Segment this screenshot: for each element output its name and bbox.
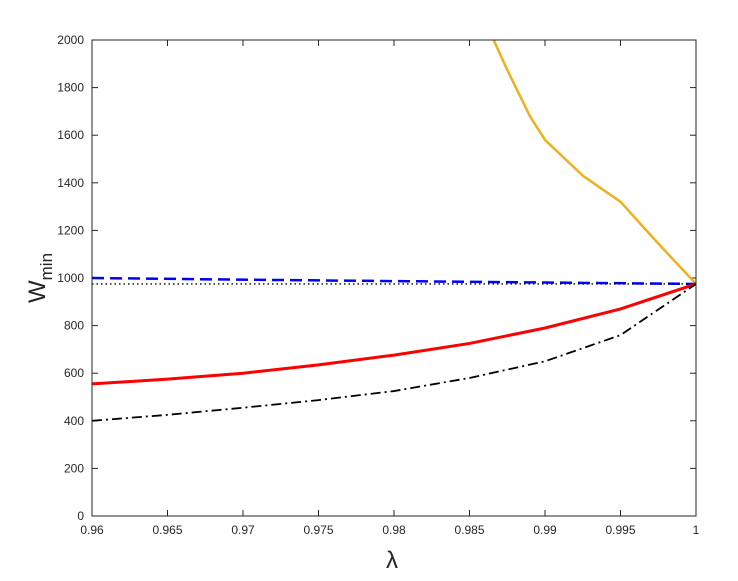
- y-tick-label: 1000: [57, 271, 84, 285]
- axes-box: [91, 39, 697, 517]
- y-axis-label-main: W: [24, 280, 51, 303]
- y-axis-label: Wmin: [24, 253, 56, 303]
- y-tick-label: 0: [77, 509, 84, 523]
- x-tick-label: 0.965: [152, 523, 182, 537]
- series-line: [91, 282, 697, 386]
- y-tick-label: 2000: [57, 33, 84, 47]
- series-line: [91, 276, 697, 286]
- x-tick-label: 1: [693, 523, 700, 537]
- y-tick-label: 800: [64, 319, 84, 333]
- y-axis-label-subscript: min: [37, 253, 56, 280]
- x-tick-label: 0.99: [533, 523, 557, 537]
- x-tick-label: 0.975: [303, 523, 333, 537]
- x-tick-label: 0.995: [605, 523, 635, 537]
- y-tick-label: 400: [64, 414, 84, 428]
- y-tick-label: 1600: [57, 128, 84, 142]
- series-line: [91, 283, 697, 422]
- y-tick-label: 1400: [57, 176, 84, 190]
- x-tick-label: 0.96: [80, 523, 104, 537]
- y-tick-label: 600: [64, 366, 84, 380]
- series-line: [492, 39, 697, 285]
- x-tick-label: 0.985: [454, 523, 484, 537]
- y-tick-label: 1200: [57, 223, 84, 237]
- y-tick-label: 200: [64, 461, 84, 475]
- y-tick-label: 1800: [57, 81, 84, 95]
- x-tick-label: 0.98: [382, 523, 406, 537]
- x-tick-label: 0.97: [231, 523, 255, 537]
- x-axis-label: λ: [386, 547, 398, 574]
